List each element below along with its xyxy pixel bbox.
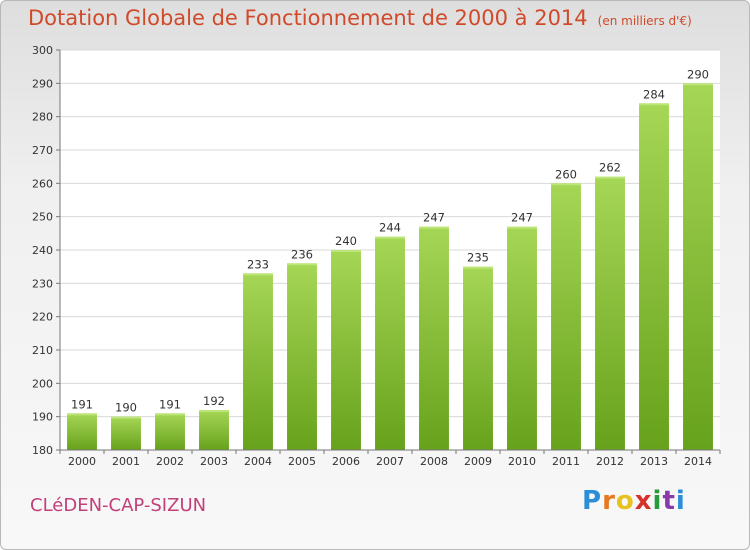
bar xyxy=(199,410,229,450)
bar-highlight xyxy=(287,263,317,266)
chart-title-text: Dotation Globale de Fonctionnement de 20… xyxy=(28,6,588,30)
x-tick-label: 2013 xyxy=(640,455,668,468)
data-label: 260 xyxy=(555,167,577,181)
bar-highlight xyxy=(419,226,449,229)
y-tick-label: 180 xyxy=(32,444,53,457)
bar xyxy=(287,263,317,450)
y-tick-label: 300 xyxy=(32,44,53,57)
bar-highlight xyxy=(331,250,361,252)
brand-letter: P xyxy=(582,486,603,516)
x-tick-label: 2001 xyxy=(112,455,140,468)
data-label: 247 xyxy=(511,211,533,225)
y-tick-label: 290 xyxy=(32,77,53,90)
y-tick-label: 240 xyxy=(32,244,53,257)
bar-highlight xyxy=(199,410,229,412)
x-tick-label: 2002 xyxy=(156,455,184,468)
bar-highlight xyxy=(595,176,625,179)
data-label: 236 xyxy=(291,247,313,261)
bar-highlight xyxy=(67,413,97,416)
bar xyxy=(331,250,361,450)
data-label: 191 xyxy=(159,397,181,411)
x-tick-label: 2000 xyxy=(68,455,96,468)
x-tick-label: 2014 xyxy=(684,455,712,468)
bar xyxy=(111,416,141,450)
chart-title: Dotation Globale de Fonctionnement de 20… xyxy=(28,6,692,30)
data-label: 192 xyxy=(203,394,225,408)
bar xyxy=(243,273,273,450)
bar xyxy=(551,183,581,451)
brand-letter: r xyxy=(602,486,616,516)
y-tick-label: 210 xyxy=(32,344,53,357)
y-tick-label: 190 xyxy=(32,411,53,424)
y-tick-label: 260 xyxy=(32,177,53,190)
brand-letter: x xyxy=(634,486,653,516)
x-tick-label: 2012 xyxy=(596,455,624,468)
data-label: 247 xyxy=(423,211,445,225)
bar-highlight xyxy=(639,103,669,106)
brand-letter: o xyxy=(615,486,635,516)
bar xyxy=(67,413,97,450)
bar-highlight xyxy=(683,83,713,86)
data-label: 290 xyxy=(687,67,709,81)
bar-highlight xyxy=(551,183,581,186)
bar-highlight xyxy=(243,273,273,276)
y-tick-label: 200 xyxy=(32,377,53,390)
x-tick-label: 2009 xyxy=(464,455,492,468)
bar-highlight xyxy=(155,413,185,416)
data-label: 191 xyxy=(71,397,93,411)
bar xyxy=(595,176,625,450)
bar xyxy=(463,266,493,450)
y-tick-label: 250 xyxy=(32,211,53,224)
bar xyxy=(639,103,669,450)
x-tick-label: 2008 xyxy=(420,455,448,468)
x-tick-label: 2006 xyxy=(332,455,360,468)
axes: 180 190 200 210 220 230 240 250 260 270 280 290 300 2… xyxy=(32,44,721,468)
x-tick-label: 2005 xyxy=(288,455,316,468)
data-label: 262 xyxy=(599,161,621,175)
data-label: 233 xyxy=(247,257,269,271)
x-tick-label: 2007 xyxy=(376,455,404,468)
x-tick-label: 2004 xyxy=(244,455,272,468)
data-label: 235 xyxy=(467,251,489,265)
y-tick-label: 220 xyxy=(32,311,53,324)
bars xyxy=(67,83,713,451)
bar-highlight xyxy=(463,266,493,269)
data-label: 244 xyxy=(379,221,401,235)
bar xyxy=(155,413,185,450)
y-tick-label: 280 xyxy=(32,111,53,124)
bar xyxy=(507,226,537,450)
brand-letter: i xyxy=(675,486,686,516)
bar-highlight xyxy=(507,226,537,229)
data-labels: 191 190 191 192 233 236 240 244 247 235 247 260 262 2… xyxy=(71,67,709,414)
bar xyxy=(375,236,405,450)
chart-unit: (en milliers d'€) xyxy=(597,14,692,28)
bar xyxy=(683,83,713,450)
bar-highlight xyxy=(375,236,405,239)
bar xyxy=(419,226,449,450)
x-tick-label: 2010 xyxy=(508,455,536,468)
data-label: 240 xyxy=(335,234,357,248)
brand-letter: i xyxy=(652,486,663,516)
commune-name: CLéDEN-CAP-SIZUN xyxy=(30,495,207,516)
x-tick-label: 2003 xyxy=(200,455,228,468)
y-tick-label: 230 xyxy=(32,277,53,290)
brand-letter: t xyxy=(662,486,676,516)
x-tick-label: 2011 xyxy=(552,455,580,468)
data-label: 190 xyxy=(115,401,137,415)
data-label: 284 xyxy=(643,87,665,101)
y-tick-label: 270 xyxy=(32,144,53,157)
bar-highlight xyxy=(111,416,141,419)
